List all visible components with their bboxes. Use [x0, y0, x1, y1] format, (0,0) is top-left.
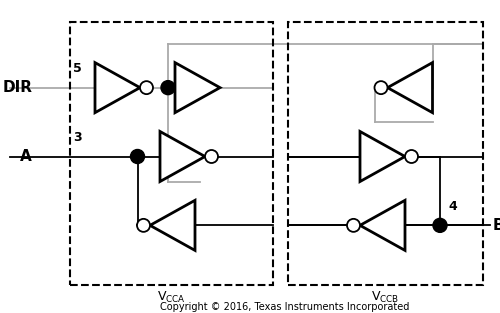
- Polygon shape: [360, 131, 405, 182]
- Text: 5: 5: [73, 62, 82, 75]
- Bar: [70, 22, 272, 285]
- Polygon shape: [160, 131, 205, 182]
- Circle shape: [374, 81, 388, 94]
- Polygon shape: [95, 63, 140, 113]
- Bar: [288, 22, 482, 285]
- Polygon shape: [388, 63, 432, 113]
- Text: V$_{\mathregular{CCB}}$: V$_{\mathregular{CCB}}$: [371, 290, 399, 305]
- Circle shape: [433, 218, 447, 232]
- Circle shape: [137, 219, 150, 232]
- Text: B: B: [492, 218, 500, 233]
- Polygon shape: [175, 63, 220, 113]
- Circle shape: [405, 150, 418, 163]
- Text: Copyright © 2016, Texas Instruments Incorporated: Copyright © 2016, Texas Instruments Inco…: [160, 302, 410, 312]
- Circle shape: [205, 150, 218, 163]
- Text: 3: 3: [73, 131, 82, 144]
- Circle shape: [130, 150, 144, 163]
- Text: 4: 4: [448, 200, 457, 213]
- Circle shape: [161, 81, 175, 95]
- Circle shape: [140, 81, 153, 94]
- Polygon shape: [150, 200, 195, 250]
- Polygon shape: [360, 200, 405, 250]
- Text: A: A: [20, 149, 32, 164]
- Circle shape: [347, 219, 360, 232]
- Text: DIR: DIR: [2, 80, 32, 95]
- Text: V$_{\mathregular{CCA}}$: V$_{\mathregular{CCA}}$: [157, 290, 186, 305]
